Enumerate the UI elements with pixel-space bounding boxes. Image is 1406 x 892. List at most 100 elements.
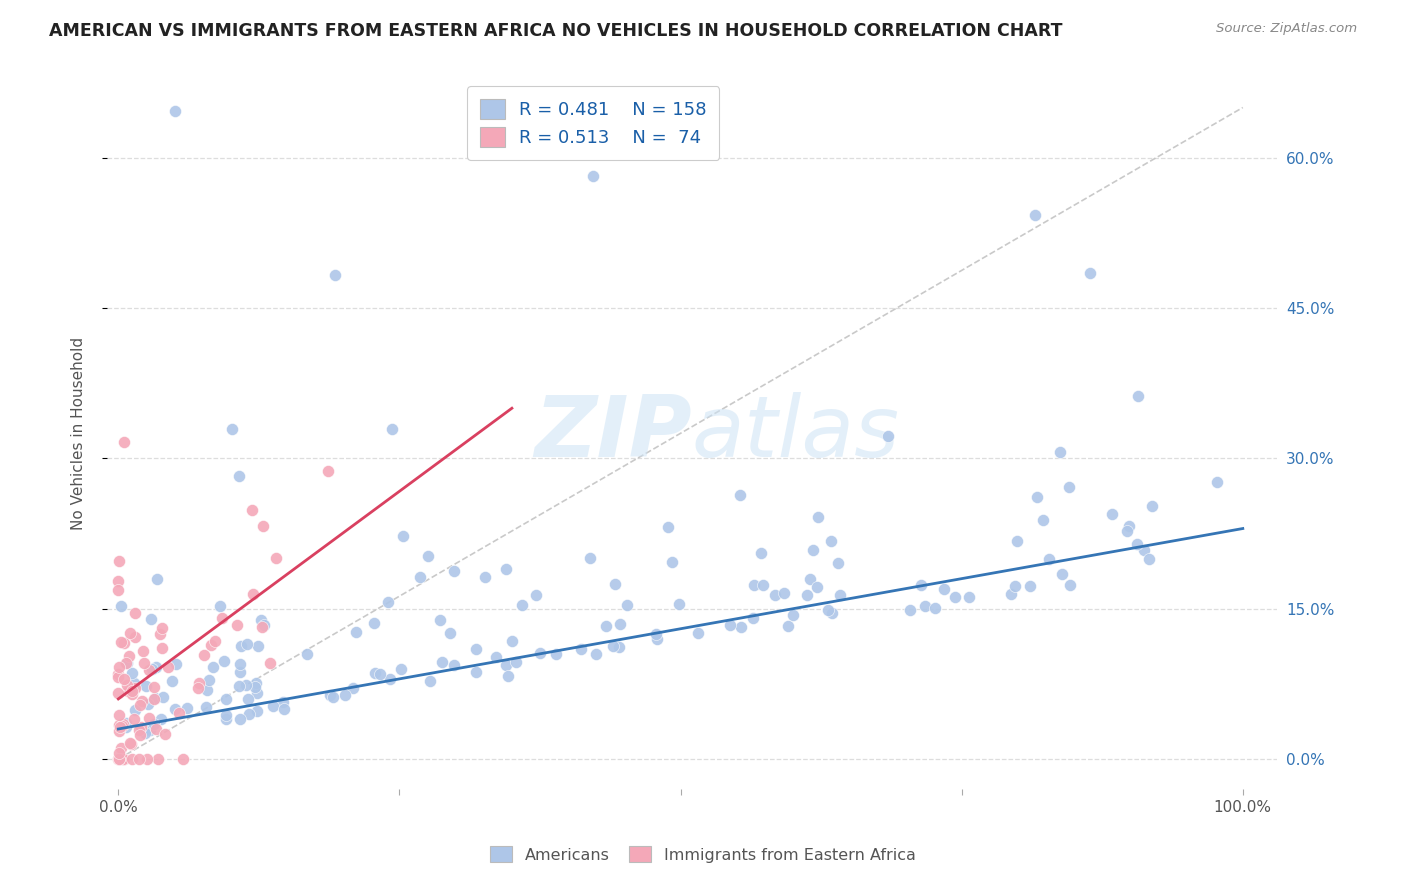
Point <box>115 656 138 670</box>
Point <box>110 740 132 755</box>
Point <box>204 633 226 648</box>
Point <box>1101 507 1123 521</box>
Point <box>429 613 451 627</box>
Point <box>242 587 264 601</box>
Point <box>465 641 488 656</box>
Legend: Americans, Immigrants from Eastern Africa: Americans, Immigrants from Eastern Afric… <box>482 838 924 871</box>
Point <box>124 606 146 620</box>
Point <box>198 673 221 688</box>
Text: ZIP: ZIP <box>534 392 692 475</box>
Point <box>114 716 136 731</box>
Point <box>236 637 259 651</box>
Point <box>138 663 160 677</box>
Point <box>132 643 155 657</box>
Point <box>322 690 344 705</box>
Point <box>108 554 131 568</box>
Point <box>121 683 143 698</box>
Point <box>524 588 547 602</box>
Point <box>752 578 775 592</box>
Point <box>364 665 387 680</box>
Point <box>1205 475 1227 489</box>
Point <box>246 686 269 700</box>
Point <box>262 698 284 713</box>
Point <box>146 572 169 586</box>
Point <box>228 469 250 483</box>
Point <box>1116 524 1139 538</box>
Point <box>392 529 415 543</box>
Point <box>176 700 198 714</box>
Point <box>820 534 842 549</box>
Point <box>368 666 391 681</box>
Point <box>145 722 167 736</box>
Point <box>142 691 165 706</box>
Point <box>1018 579 1040 593</box>
Point <box>605 577 627 591</box>
Point <box>443 657 465 672</box>
Point <box>1137 552 1160 566</box>
Point <box>830 589 852 603</box>
Point <box>439 625 461 640</box>
Point <box>510 599 533 613</box>
Point <box>195 700 218 714</box>
Point <box>121 738 143 752</box>
Point <box>115 678 138 692</box>
Point <box>914 599 936 613</box>
Point <box>485 650 508 665</box>
Point <box>135 752 157 766</box>
Point <box>381 422 404 436</box>
Text: AMERICAN VS IMMIGRANTS FROM EASTERN AFRICA NO VEHICLES IN HOUSEHOLD CORRELATION : AMERICAN VS IMMIGRANTS FROM EASTERN AFRI… <box>49 22 1063 40</box>
Point <box>117 683 139 698</box>
Point <box>688 625 710 640</box>
Point <box>924 600 946 615</box>
Point <box>602 639 624 653</box>
Point <box>544 647 567 661</box>
Point <box>124 704 146 718</box>
Point <box>121 666 143 681</box>
Point <box>378 673 401 687</box>
Point <box>226 618 249 632</box>
Point <box>585 648 607 662</box>
Point <box>240 503 263 517</box>
Point <box>1049 445 1071 459</box>
Point <box>607 640 630 654</box>
Point <box>609 617 631 632</box>
Point <box>160 673 183 688</box>
Point <box>120 625 142 640</box>
Point <box>910 578 932 592</box>
Point <box>107 686 129 700</box>
Point <box>121 683 143 698</box>
Point <box>342 681 364 696</box>
Point <box>730 620 752 634</box>
Point <box>252 617 274 632</box>
Point <box>495 657 517 672</box>
Point <box>465 665 488 680</box>
Point <box>108 752 131 766</box>
Point <box>806 581 828 595</box>
Point <box>776 618 799 632</box>
Point <box>1078 266 1101 280</box>
Point <box>118 649 141 664</box>
Point <box>389 662 412 676</box>
Point <box>1126 389 1149 403</box>
Point <box>115 720 138 734</box>
Point <box>143 717 166 731</box>
Point <box>215 708 238 723</box>
Point <box>821 606 844 620</box>
Point <box>817 603 839 617</box>
Point <box>187 676 209 690</box>
Point <box>827 556 849 570</box>
Point <box>107 667 129 681</box>
Point <box>107 717 129 731</box>
Point <box>165 657 187 671</box>
Point <box>957 590 980 604</box>
Point <box>245 676 267 690</box>
Point <box>273 702 295 716</box>
Point <box>214 712 236 726</box>
Point <box>138 711 160 725</box>
Point <box>246 639 269 653</box>
Y-axis label: No Vehicles in Household: No Vehicles in Household <box>72 336 86 530</box>
Point <box>215 691 238 706</box>
Point <box>319 688 342 702</box>
Point <box>112 673 135 687</box>
Point <box>501 634 523 648</box>
